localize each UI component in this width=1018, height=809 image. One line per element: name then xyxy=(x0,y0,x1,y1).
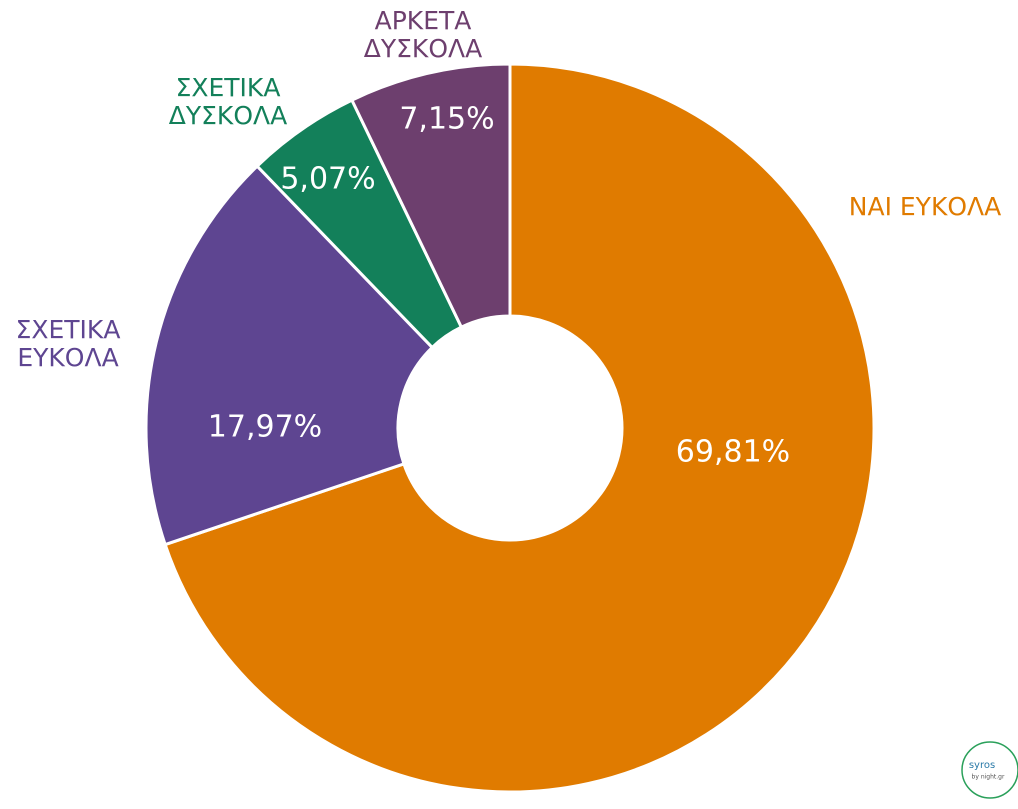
logo-subtext: by night.gr xyxy=(972,774,1005,781)
value-label: 69,81% xyxy=(676,435,790,470)
slice xyxy=(349,62,512,330)
value-label: 7,15% xyxy=(399,102,494,137)
value-label: 17,97% xyxy=(208,410,322,445)
logo-text: syros xyxy=(969,760,995,771)
slice xyxy=(144,164,435,547)
category-label: ΑΡΚΕΤΑ ΔΥΣΚΟΛΑ xyxy=(364,6,482,63)
slice xyxy=(163,62,876,794)
category-label: ΣΧΕΤΙΚΑ ΔΥΣΚΟΛΑ xyxy=(169,73,287,130)
category-label: ΝΑΙ ΕΥΚΟΛΑ xyxy=(849,192,1001,221)
category-label: ΣΧΕΤΙΚΑ ΕΥΚΟΛΑ xyxy=(16,315,121,372)
logo-circle xyxy=(961,741,1018,799)
value-label: 5,07% xyxy=(280,162,375,197)
